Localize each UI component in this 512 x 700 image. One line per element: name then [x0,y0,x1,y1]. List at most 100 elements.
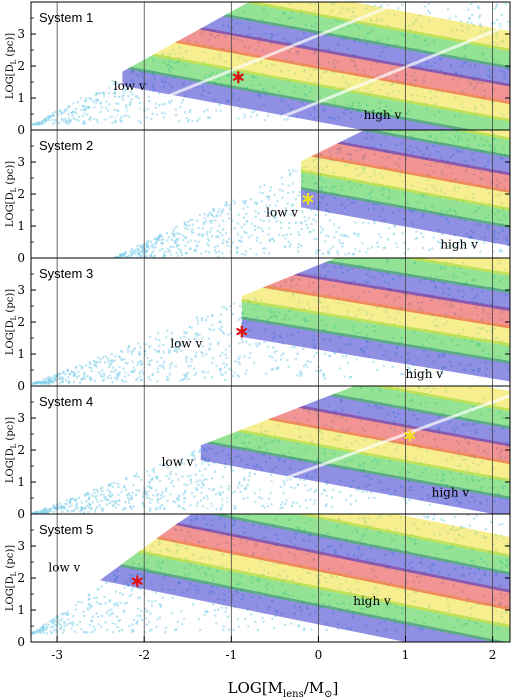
point-cyan [140,370,143,373]
point-cyan [300,228,303,231]
point-cyan [263,341,266,344]
y-label-unit: (pc)] [5,417,16,444]
point-cyan [139,379,142,382]
point-cyan [145,623,148,626]
point-cyan [426,516,429,519]
point-cyan [136,363,139,366]
point-cyan [95,596,98,599]
point-cyan [288,245,291,248]
point-cyan [155,475,158,478]
point-cyan [106,109,109,112]
point-cyan [98,602,101,605]
point-cyan [75,112,78,115]
point-cyan [246,220,249,223]
point-cyan [100,585,103,588]
point-cyan [72,615,75,618]
point-cyan [271,367,275,371]
point-cyan [123,486,126,489]
point-cyan [192,454,195,457]
point-cyan [48,116,51,119]
point-cyan [35,122,38,125]
point-cyan [66,122,69,125]
point-cyan [257,212,260,215]
point-cyan [130,507,133,510]
point-cyan [137,475,140,478]
point-cyan [361,242,364,245]
point-cyan [322,375,325,378]
point-cyan [182,378,185,381]
point-cyan [54,508,57,511]
point-cyan [116,109,119,112]
point-cyan [263,184,266,187]
point-cyan [225,363,228,366]
point-cyan [262,251,266,254]
point-cyan [67,382,71,385]
label-low-v: low v [162,455,194,469]
point-cyan [215,364,218,367]
point-cyan [125,106,128,109]
point-cyan [191,454,194,457]
point-cyan [109,491,112,494]
point-cyan [222,625,225,628]
point-cyan [155,113,158,116]
point-cyan [87,511,90,514]
point-cyan [226,241,229,244]
y-tick-label: 1 [17,91,25,105]
point-cyan [222,219,225,222]
point-cyan [104,621,107,624]
point-cyan [139,250,142,253]
point-cyan [180,610,183,613]
point-cyan [478,14,482,17]
point-cyan [161,491,164,494]
point-cyan [391,365,394,368]
point-cyan [337,627,340,630]
point-cyan [127,496,130,500]
point-cyan [148,474,151,477]
point-cyan [53,618,56,621]
point-cyan [88,366,91,369]
point-cyan [247,625,250,628]
point-cyan [124,371,127,374]
point-cyan [73,371,76,374]
point-cyan [71,114,74,118]
point-cyan [334,0,336,2]
point-cyan [88,106,91,109]
point-cyan [82,122,85,125]
point-cyan [142,503,145,506]
point-cyan [115,590,118,593]
point-cyan [123,357,126,361]
point-cyan [186,227,189,231]
point-cyan [215,215,218,218]
point-cyan [84,105,87,108]
point-cyan [102,508,105,511]
point-cyan [152,256,155,258]
band-2 [122,30,510,122]
point-cyan [154,106,157,109]
y-tick-label: 0 [17,123,25,137]
point-cyan [143,350,147,353]
point-cyan [423,5,426,8]
point-cyan [141,246,144,249]
point-cyan [161,596,164,599]
point-cyan [189,364,192,368]
point-cyan [64,120,67,123]
point-cyan [203,110,206,113]
star-marker [302,192,314,205]
point-cyan [86,492,89,495]
point-cyan [33,382,36,385]
point-cyan [80,377,83,380]
point-cyan [245,231,248,235]
point-cyan [267,233,270,236]
point-cyan [194,487,198,490]
point-cyan [90,619,93,622]
point-cyan [403,252,406,255]
point-cyan [217,608,220,611]
point-cyan [72,621,75,624]
point-cyan [191,218,194,221]
point-cyan [278,233,281,236]
point-cyan [33,123,36,126]
point-cyan [327,250,330,253]
point-cyan [507,20,510,23]
point-cyan [96,505,99,509]
point-cyan [147,497,151,500]
